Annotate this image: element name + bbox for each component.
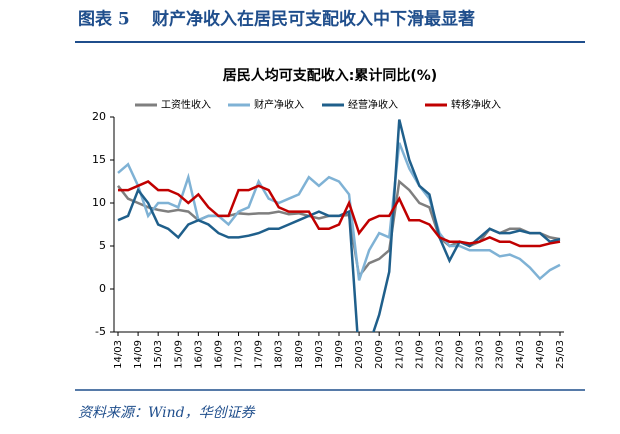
x-tick-label: 16/09 [213,340,224,369]
legend-label: 财产净收入 [254,98,304,111]
x-tick-label: 23/09 [495,340,506,369]
x-tick-label: 18/09 [294,340,305,369]
x-tick-label: 21/09 [414,340,425,369]
x-tick-label: 24/09 [535,340,546,369]
x-tick-label: 22/03 [434,340,445,369]
x-tick-label: 18/03 [274,340,285,369]
source: 资料来源：Wind，华创证券 [78,405,256,421]
y-tick-label: 5 [99,239,106,252]
y-tick-label: 0 [99,282,106,295]
y-tick-label: 10 [92,196,106,209]
x-tick-label: 19/03 [314,340,325,369]
series-line [117,119,561,332]
x-tick-label: 21/03 [394,340,405,369]
y-tick-label: -5 [95,325,106,338]
x-tick-label: 24/03 [515,340,526,369]
figure-label: 图表 5 [78,9,130,30]
x-tick-label: 23/03 [475,340,486,369]
x-tick-label: 20/03 [354,340,365,369]
x-tick-label: 22/09 [455,340,466,369]
legend-label: 转移净收入 [451,98,501,111]
x-tick-label: 17/09 [254,340,265,369]
y-tick-label: 20 [92,110,106,123]
x-tick-label: 15/03 [153,340,164,369]
legend-label: 工资性收入 [161,98,211,111]
x-tick-label: 25/03 [555,340,566,369]
x-tick-label: 16/03 [193,340,204,369]
x-tick-label: 14/09 [133,340,144,369]
y-tick-label: 15 [92,153,106,166]
x-tick-label: 19/09 [334,340,345,369]
x-tick-label: 20/09 [374,340,385,369]
x-tick-label: 17/03 [234,340,245,369]
figure-title: 财产净收入在居民可支配收入中下滑最显著 [151,9,475,30]
x-tick-label: 14/03 [113,340,124,369]
legend-label: 经营净收入 [348,98,398,111]
chart-title: 居民人均可支配收入:累计同比(%) [223,67,437,84]
x-tick-label: 15/09 [173,340,184,369]
series-line [117,142,561,281]
series-line [118,180,561,248]
